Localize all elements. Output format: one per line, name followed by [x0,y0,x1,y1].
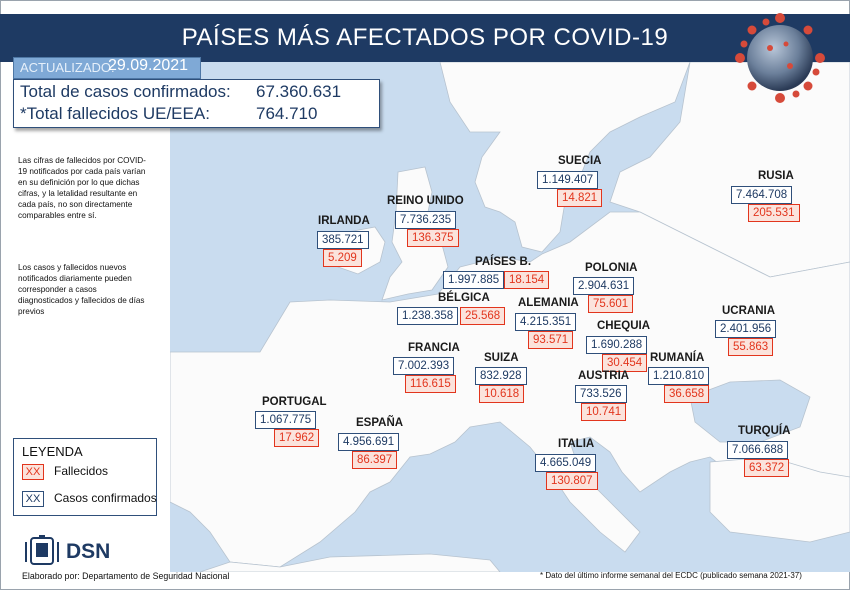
cases-espana: 4.956.691 [338,433,400,451]
cases-chequia: 1.690.288 [586,336,648,354]
deaths-rumania: 36.658 [664,385,710,403]
country-name-rusia: RUSIA [758,170,794,182]
page-title: PAÍSES MÁS AFECTADOS POR COVID-19 [181,24,669,51]
cases-italia: 4.665.049 [535,454,597,472]
total-deaths-value: 764.710 [256,104,318,123]
cases-portugal: 1.067.775 [255,411,317,429]
note-daily-reporting: Los casos y fallecidos nuevos notificado… [18,263,145,316]
deaths-austria: 10.741 [581,403,627,421]
europe-map [170,62,850,572]
deaths-suecia: 14.821 [557,189,603,207]
legend-deaths-label: Fallecidos [54,464,109,478]
cases-ucrania: 2.401.956 [715,320,777,338]
updated-badge [13,57,201,79]
country-name-turquia: TURQUÍA [738,425,791,437]
country-name-alemania: ALEMANIA [518,297,579,309]
virus-icon [735,13,825,103]
deaths-portugal: 17.962 [274,429,320,447]
updated-date: 29.09.2021 [108,57,189,74]
deaths-francia: 116.615 [405,375,456,393]
deaths-ucrania: 55.863 [728,338,774,356]
deaths-italia: 130.807 [546,472,598,490]
country-name-portugal: PORTUGAL [262,396,327,408]
cases-rumania: 1.210.810 [648,367,710,385]
country-name-ucrania: UCRANIA [722,305,776,317]
deaths-paises-bajos: 18.154 [504,271,550,289]
country-name-polonia: POLONIA [585,262,638,274]
cases-turquia: 7.066.688 [727,441,789,459]
deaths-polonia: 75.601 [588,295,634,313]
country-name-irlanda: IRLANDA [318,215,370,227]
country-name-espana: ESPAÑA [356,417,404,429]
cases-belgica: 1.238.358 [397,307,459,325]
black-sea [689,379,811,443]
country-name-francia: FRANCIA [408,342,460,354]
country-name-italia: ITALIA [558,438,595,450]
country-name-suiza: SUIZA [484,352,519,364]
total-deaths-label: *Total fallecidos UE/EEA: [20,104,210,123]
north-africa-land [199,553,501,572]
legend-cases-swatch: XX [22,491,44,507]
country-name-reino-unido: REINO UNIDO [387,195,464,207]
dsn-emblem-icon [25,535,59,565]
deaths-suiza: 10.618 [479,385,525,403]
deaths-turquia: 63.372 [744,459,790,477]
cases-suecia: 1.149.407 [537,171,599,189]
cases-rusia: 7.464.708 [731,186,793,204]
country-name-paises-bajos: PAÍSES B. [475,256,532,268]
footer-credit: Elaborado por: Departamento de Seguridad… [22,571,230,581]
deaths-belgica: 25.568 [460,307,506,325]
updated-label: ACTUALIZADO: [20,60,115,75]
country-name-chequia: CHEQUIA [597,320,651,332]
cases-austria: 733.526 [575,385,627,403]
cases-irlanda: 385.721 [317,231,369,249]
dsn-logo-text: DSN [66,540,111,563]
cases-francia: 7.002.393 [393,357,455,375]
country-name-rumania: RUMANÍA [650,352,705,364]
deaths-rusia: 205.531 [748,204,800,222]
turkey-land [709,456,850,543]
note-deaths-definition: Las cifras de fallecidos por COVID-19 no… [18,156,146,220]
map-svg [170,62,850,572]
deaths-reino-unido: 136.375 [407,229,459,247]
legend-deaths-swatch: XX [22,464,44,480]
totals-box [13,79,380,128]
total-cases-value: 67.360.631 [256,82,342,101]
deaths-irlanda: 5.209 [323,249,362,267]
cases-paises-bajos: 1.997.885 [443,271,505,289]
cases-reino-unido: 7.736.235 [395,211,457,229]
country-name-suecia: SUECIA [558,155,602,167]
legend-cases-label: Casos confirmados [54,491,157,505]
legend-title: LEYENDA [22,444,83,459]
footnote-ecdc: * Dato del último informe semanal del EC… [540,571,802,580]
cases-suiza: 832.928 [475,367,527,385]
deaths-chequia: 30.454 [602,354,648,372]
total-cases-label: Total de casos confirmados: [20,82,231,101]
cases-alemania: 4.215.351 [515,313,577,331]
scandinavia-land [439,62,691,253]
country-name-austria: AUSTRIA [578,370,630,382]
deaths-espana: 86.397 [352,451,398,469]
deaths-alemania: 93.571 [528,331,574,349]
cases-polonia: 2.904.631 [573,277,635,295]
header-bar [0,14,850,62]
country-name-belgica: BÉLGICA [438,292,490,304]
